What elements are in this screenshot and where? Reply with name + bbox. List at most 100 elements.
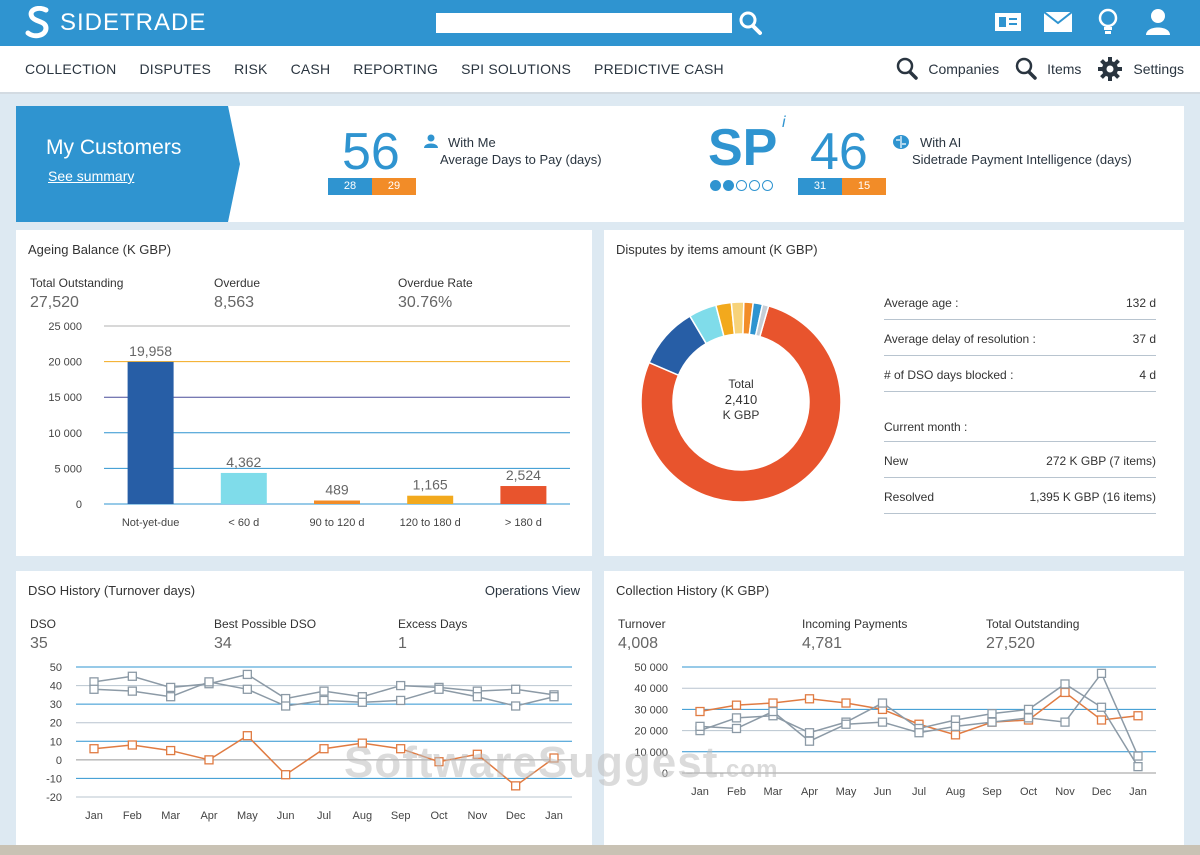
my-customers-box bbox=[16, 106, 240, 222]
data-point bbox=[1023, 704, 1034, 715]
stat-label: New bbox=[884, 454, 909, 468]
spi-days-value: 46 bbox=[810, 123, 868, 181]
bar-value-label: 1,165 bbox=[413, 477, 448, 493]
data-point bbox=[434, 757, 444, 767]
y-tick-label: 30 bbox=[50, 699, 62, 711]
ageing-balance-card: Ageing Balance (K GBP) Total Outstanding… bbox=[16, 230, 592, 556]
data-point bbox=[695, 706, 705, 717]
dso-history-title: DSO History (Turnover days) bbox=[28, 583, 196, 598]
sp-logo: SP bbox=[708, 119, 778, 177]
x-tick-label: Apr bbox=[801, 786, 818, 798]
bar-value-label: 2,524 bbox=[506, 467, 541, 483]
data-point bbox=[472, 692, 482, 702]
data-point bbox=[166, 692, 176, 702]
kpi-value: 1 bbox=[398, 635, 407, 652]
x-tick-label: Nov bbox=[468, 810, 488, 822]
x-tick-label: Mar bbox=[161, 810, 180, 822]
stat-label: Resolved bbox=[884, 490, 935, 504]
data-point bbox=[1096, 715, 1107, 725]
data-point bbox=[511, 684, 521, 694]
nav-spi-solutions[interactable]: SPI SOLUTIONS bbox=[461, 61, 572, 77]
y-tick-label: 20 000 bbox=[48, 357, 82, 369]
nav-collection[interactable]: COLLECTION bbox=[25, 61, 117, 77]
dso-line-chart: -20 -10 0 10 20 30 40 50 Jan Feb Mar Apr May Jun Jul Au… bbox=[46, 662, 572, 822]
nav-disputes[interactable]: DISPUTES bbox=[139, 61, 212, 77]
ageing-bar-chart: 0 5 000 10 000 15 000 20 000 25 000 19,958 Not-… bbox=[48, 321, 570, 529]
data-point bbox=[204, 755, 214, 765]
data-point bbox=[804, 694, 815, 704]
sidetrade-logo[interactable]: SIDETRADE bbox=[24, 6, 206, 40]
data-point bbox=[511, 701, 521, 711]
bar bbox=[407, 495, 454, 504]
x-tick-label: Jun bbox=[277, 810, 295, 822]
user-icon[interactable] bbox=[1144, 8, 1172, 36]
data-point bbox=[472, 749, 482, 759]
kpi-value: 8,563 bbox=[214, 294, 255, 311]
data-point bbox=[768, 698, 778, 708]
x-tick-label: Oct bbox=[430, 810, 447, 822]
data-point bbox=[1060, 679, 1070, 689]
kpi-label: DSO bbox=[30, 617, 57, 631]
data-point bbox=[841, 719, 851, 729]
pie-slice bbox=[640, 304, 842, 503]
x-tick-label: Oct bbox=[1020, 786, 1037, 798]
rating-dot bbox=[723, 180, 734, 191]
nav-risk[interactable]: RISK bbox=[234, 61, 268, 77]
stat-label: Average age : bbox=[884, 296, 959, 310]
items-link[interactable]: Items bbox=[1015, 57, 1081, 81]
kpi-value: 4,008 bbox=[618, 635, 659, 652]
search-icon[interactable] bbox=[738, 10, 762, 36]
data-point bbox=[127, 740, 137, 750]
data-point bbox=[1023, 713, 1034, 723]
collection-line-chart: 0 10 000 20 000 30 000 40 000 50 000 Jan Feb Mar… bbox=[634, 662, 1156, 798]
sp-rating-dots bbox=[710, 180, 773, 191]
data-point bbox=[511, 781, 521, 791]
id-card-icon[interactable] bbox=[994, 8, 1022, 36]
kpi1-orange-bar: 29 bbox=[372, 178, 416, 195]
x-tick-label: Dec bbox=[506, 810, 526, 822]
bar-value-label: 4,362 bbox=[226, 454, 261, 470]
settings-link[interactable]: Settings bbox=[1097, 56, 1184, 82]
data-point bbox=[987, 708, 997, 719]
y-tick-label: 50 bbox=[50, 662, 62, 674]
lightbulb-icon[interactable] bbox=[1094, 8, 1122, 36]
search-input[interactable] bbox=[436, 13, 732, 33]
data-point bbox=[396, 680, 406, 691]
collection-history-title: Collection History (K GBP) bbox=[616, 583, 770, 598]
mail-icon[interactable] bbox=[1044, 8, 1072, 36]
x-tick-label: Sep bbox=[391, 810, 411, 822]
stat-value: 37 d bbox=[1132, 332, 1156, 346]
bar bbox=[500, 486, 547, 504]
data-point bbox=[434, 684, 444, 694]
data-point bbox=[549, 753, 559, 763]
y-tick-label: 50 000 bbox=[634, 662, 668, 674]
data-point bbox=[1060, 717, 1070, 727]
data-point bbox=[166, 682, 176, 693]
rating-dot bbox=[710, 180, 721, 191]
data-point bbox=[204, 677, 214, 687]
data-point bbox=[1133, 761, 1143, 772]
items-label: Items bbox=[1047, 61, 1082, 77]
data-point bbox=[89, 684, 99, 694]
y-tick-label: 25 000 bbox=[48, 321, 82, 333]
companies-link[interactable]: Companies bbox=[896, 57, 999, 81]
operations-view-link[interactable]: Operations View bbox=[484, 583, 580, 598]
nav-cash[interactable]: CASH bbox=[290, 61, 331, 77]
spi-days-label: Sidetrade Payment Intelligence (days) bbox=[912, 152, 1132, 167]
y-tick-label: 0 bbox=[76, 499, 82, 511]
data-point bbox=[357, 697, 367, 707]
x-tick-label: < 60 d bbox=[228, 517, 259, 529]
data-point bbox=[357, 738, 367, 748]
data-point bbox=[319, 744, 329, 754]
data-point bbox=[319, 695, 329, 706]
pie-slice bbox=[754, 303, 770, 338]
x-tick-label: Nov bbox=[1055, 786, 1075, 798]
x-tick-label: > 180 d bbox=[505, 517, 542, 529]
collection-history-card: Collection History (K GBP) Turnover 4,008… bbox=[604, 571, 1184, 845]
avg-days-to-pay-label: Average Days to Pay (days) bbox=[440, 152, 602, 167]
nav-predictive-cash[interactable]: PREDICTIVE CASH bbox=[594, 61, 724, 77]
data-point bbox=[731, 700, 742, 710]
nav-reporting[interactable]: REPORTING bbox=[353, 61, 439, 77]
stat-row: Resolved 1,395 K GBP (16 items) bbox=[884, 478, 1156, 514]
see-summary-link[interactable]: See summary bbox=[48, 168, 135, 184]
